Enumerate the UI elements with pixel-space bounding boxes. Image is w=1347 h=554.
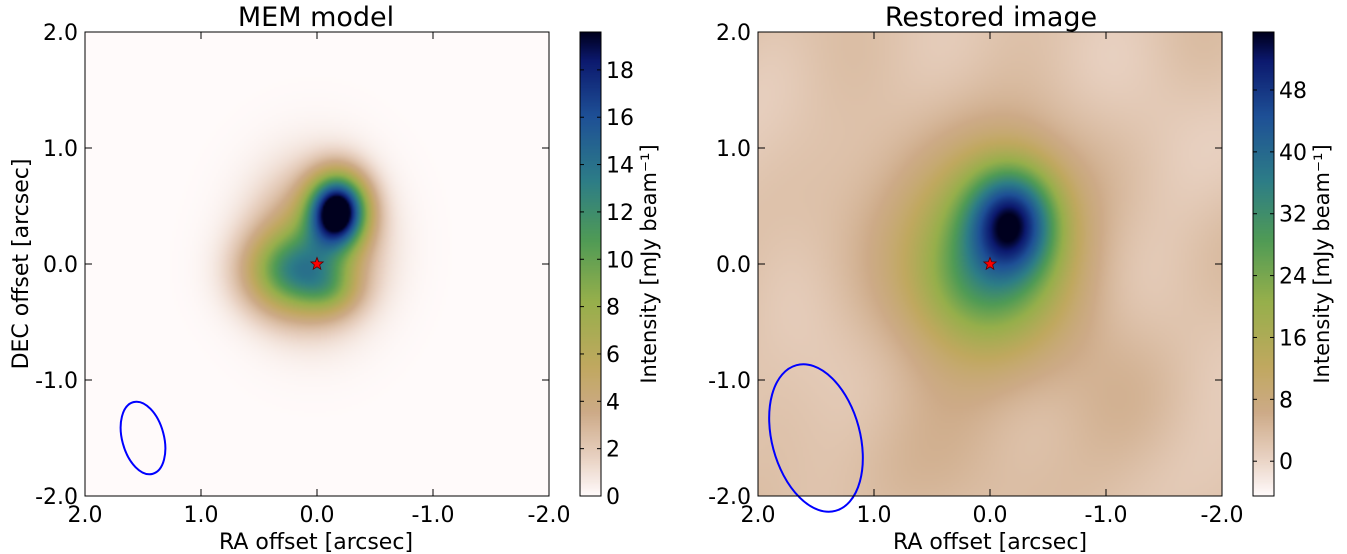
y-tick-label: 2.0 [716, 21, 751, 46]
colorbar-label: Intensity [mJy beam⁻¹] [1310, 144, 1334, 383]
x-tick-label: -2.0 [528, 503, 571, 528]
colorbar-frame [1252, 31, 1275, 497]
x-tick-label: 0.0 [973, 503, 1008, 528]
colorbar-tick-label: 40 [1279, 141, 1307, 166]
beam-ellipse [119, 400, 167, 476]
star-marker [309, 256, 325, 271]
colorbar-tick-label: 12 [606, 201, 634, 226]
x-tick-label: -2.0 [1201, 503, 1244, 528]
colorbar-tick-label: 2 [606, 438, 620, 463]
x-axis-label: RA offset [arcsec] [219, 530, 413, 554]
y-tick-label: -2.0 [708, 485, 751, 510]
y-tick-label: 1.0 [43, 137, 78, 162]
y-tick-label: 0.0 [43, 253, 78, 278]
x-tick-label: 0.0 [300, 503, 335, 528]
colorbar-tick-label: 0 [1279, 450, 1293, 475]
colorbar [580, 32, 601, 496]
y-tick-label: 0.0 [716, 253, 751, 278]
x-tick-label: 2.0 [68, 503, 103, 528]
y-tick-label: -1.0 [35, 369, 78, 394]
y-tick-label: -1.0 [708, 369, 751, 394]
colorbar-tick-label: 8 [1279, 388, 1293, 413]
colorbar-tick-label: 8 [606, 296, 620, 321]
y-tick-label: -2.0 [35, 485, 78, 510]
panel-title: Restored image [885, 2, 1097, 33]
x-tick-label: 2.0 [741, 503, 776, 528]
mem-model-panel: MEM model 2.0 1.0 0.0 -1.0 -2.0 2.0 1.0 0.0 -1.… [9, 2, 661, 554]
colorbar-tick-label: 14 [606, 154, 634, 179]
x-tick-label: -1.0 [1085, 503, 1128, 528]
colorbar-tick-label: 4 [606, 390, 620, 415]
star-marker [982, 256, 998, 271]
colorbar-tick-label: 16 [606, 106, 634, 131]
colorbar-tick-label: 32 [1279, 203, 1307, 228]
colorbar-tick-label: 6 [606, 343, 620, 368]
colorbar-frame [579, 31, 602, 497]
y-axis-label: DEC offset [arcsec] [9, 159, 34, 370]
colorbar-tick-label: 24 [1279, 265, 1307, 290]
y-tick-label: 2.0 [43, 21, 78, 46]
colorbar [1253, 32, 1274, 496]
restored-image-panel: Restored image 2.0 1.0 0.0 -1.0 -2.0 2.0 1.0 0… [708, 2, 1334, 554]
colorbar-tick-label: 0 [606, 485, 620, 510]
colorbar-tick-label: 10 [606, 248, 634, 273]
colorbar-tick-label: 18 [606, 59, 634, 84]
panel-title: MEM model [238, 2, 394, 33]
x-axis-label: RA offset [arcsec] [893, 530, 1087, 554]
colorbar-tick-label: 16 [1279, 326, 1307, 351]
x-tick-label: 1.0 [184, 503, 219, 528]
x-tick-label: 1.0 [857, 503, 892, 528]
beam-ellipse [768, 363, 864, 513]
y-tick-label: 1.0 [716, 137, 751, 162]
x-tick-label: -1.0 [412, 503, 455, 528]
colorbar-tick-label: 48 [1279, 79, 1307, 104]
colorbar-label: Intensity [mJy beam⁻¹] [637, 144, 661, 383]
